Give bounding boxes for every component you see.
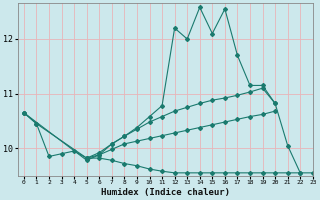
X-axis label: Humidex (Indice chaleur): Humidex (Indice chaleur)	[101, 188, 230, 197]
